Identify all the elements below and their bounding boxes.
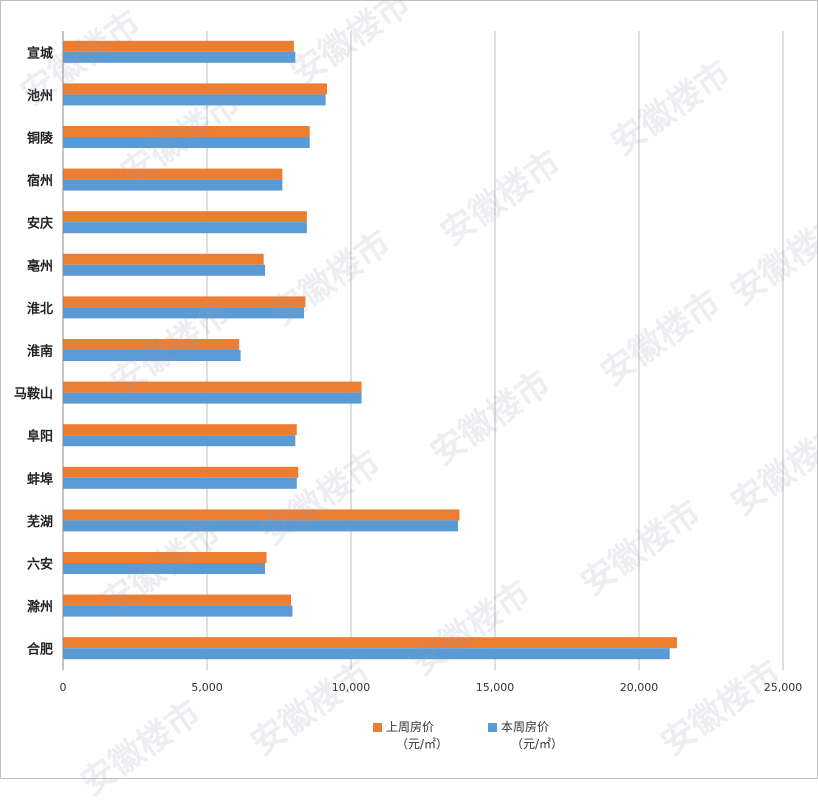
bar-last-week	[63, 253, 264, 265]
category-label: 马鞍山	[14, 386, 53, 402]
category-label: 安庆	[27, 216, 53, 232]
bar-last-week	[63, 168, 283, 180]
x-tick-label: 15,000	[476, 681, 515, 694]
bar-last-week	[63, 466, 299, 478]
category-label: 宣城	[27, 45, 53, 61]
category-label: 淮南	[26, 344, 53, 360]
legend-unit-this-week: （元/㎡）	[511, 737, 564, 751]
bar-last-week	[63, 126, 310, 137]
x-tick-label: 25,000	[764, 681, 803, 694]
legend-swatch-last-week	[373, 723, 382, 732]
bar-this-week	[63, 222, 307, 234]
legend-item-this-week: 本周房价 （元/㎡）	[488, 719, 563, 753]
bar-this-week	[63, 307, 304, 319]
bar-chart: 0 5,000 10,000 15,000 20,000 25,000 宣城池州铜陵宿州安庆…	[14, 31, 803, 694]
category-label: 六安	[27, 557, 53, 573]
bar-last-week	[63, 296, 306, 308]
watermark: 安徽楼市	[73, 692, 209, 804]
category-label: 池州	[27, 88, 53, 104]
category-label: 宿州	[27, 173, 53, 189]
bar-last-week	[63, 552, 267, 563]
bar-last-week	[63, 509, 460, 521]
bar-this-week	[63, 350, 241, 361]
bar-this-week	[63, 264, 266, 276]
category-label: 亳州	[27, 258, 53, 274]
bar-last-week	[63, 211, 307, 223]
bar-this-week	[63, 435, 296, 447]
x-tick-label: 10,000	[332, 681, 371, 694]
x-tick-label: 20,000	[620, 681, 659, 694]
bar-this-week	[63, 94, 326, 106]
legend-label-this-week: 本周房价	[501, 720, 550, 734]
category-label: 合肥	[27, 642, 53, 658]
category-label: 滁州	[27, 599, 53, 615]
bar-this-week	[63, 520, 459, 532]
category-label: 蚌埠	[27, 471, 53, 487]
bar-this-week	[63, 179, 283, 191]
x-tick-label: 0	[60, 681, 67, 694]
legend-unit-last-week: （元/㎡）	[396, 737, 449, 751]
bar-last-week	[63, 381, 362, 393]
bar-this-week	[63, 137, 310, 148]
bar-this-week	[63, 648, 670, 660]
legend-item-last-week: 上周房价 （元/㎡）	[373, 719, 448, 753]
category-label: 芜湖	[27, 514, 53, 530]
bar-this-week	[63, 477, 297, 489]
bar-last-week	[63, 424, 297, 436]
x-tick-label: 5,000	[191, 681, 223, 694]
bar-last-week	[63, 83, 328, 95]
legend-swatch-this-week	[488, 723, 497, 732]
bar-last-week	[63, 40, 294, 52]
category-label: 阜阳	[27, 429, 53, 445]
bar-last-week	[63, 594, 292, 606]
bar-this-week	[63, 392, 362, 404]
category-label: 淮北	[26, 301, 53, 317]
bar-last-week	[63, 339, 240, 350]
legend-label-last-week: 上周房价	[386, 720, 435, 734]
bar-this-week	[63, 605, 293, 617]
bar-last-week	[63, 637, 677, 649]
bar-this-week	[63, 563, 266, 574]
category-label: 铜陵	[26, 131, 54, 147]
bar-this-week	[63, 51, 296, 63]
